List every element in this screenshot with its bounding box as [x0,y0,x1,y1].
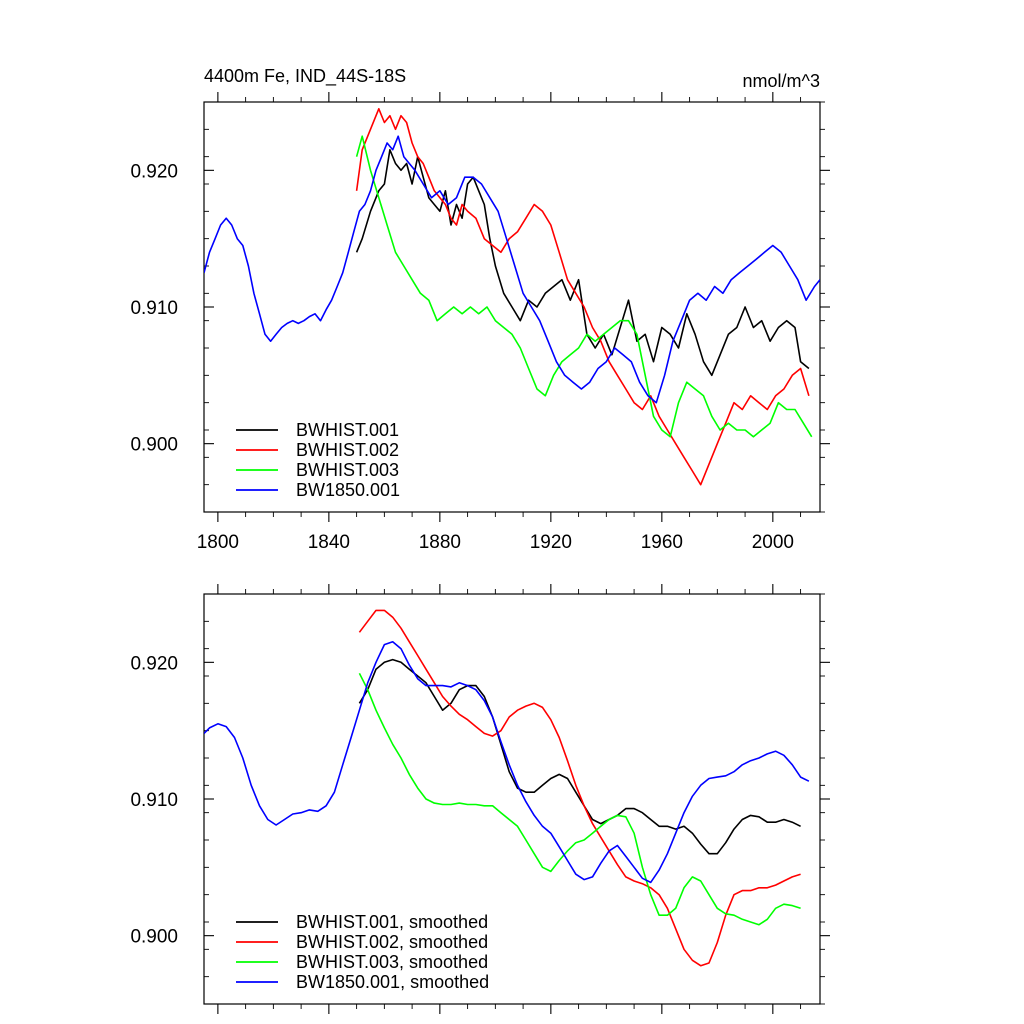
series-line-4 [204,135,820,404]
legend-label: BWHIST.001, smoothed [296,912,488,932]
series-line-4 [204,640,810,884]
x-tick-label: 1840 [308,532,350,553]
legend-label: BW1850.001 [296,480,400,500]
x-tick-label: 1920 [530,532,572,553]
series-line-3 [355,135,813,438]
y-tick-label: 0.910 [130,298,178,319]
legend-label: BWHIST.001 [296,420,399,440]
panel-top: 4400m Fe, IND_44S-18S nmol/m^3 1800 1840 1… [130,66,830,553]
y-tick-label: 0.900 [130,435,178,456]
legend-label: BW1850.001, smoothed [296,972,489,992]
series-line-3 [358,672,801,926]
y-tick-label: 0.910 [130,790,178,811]
series-line-2 [358,609,801,967]
x-tick-label: 1960 [641,532,683,553]
series-line-1 [355,149,810,377]
legend-label: BWHIST.003, smoothed [296,952,488,972]
series-line-2 [355,108,810,486]
y-tick-label: 0.900 [130,927,178,948]
y-tick-label: 0.920 [130,653,178,674]
series-line-1 [358,658,801,855]
y-tick-label: 0.920 [130,161,178,182]
legend-label: BWHIST.002 [296,440,399,460]
chart-title: 4400m Fe, IND_44S-18S [204,66,406,87]
units-label: nmol/m^3 [743,71,820,91]
x-tick-label: 1800 [197,532,239,553]
x-tick-label: 1880 [419,532,461,553]
legend-label: BWHIST.002, smoothed [296,932,488,952]
x-tick-label: 2000 [752,532,794,553]
legend-label: BWHIST.003 [296,460,399,480]
